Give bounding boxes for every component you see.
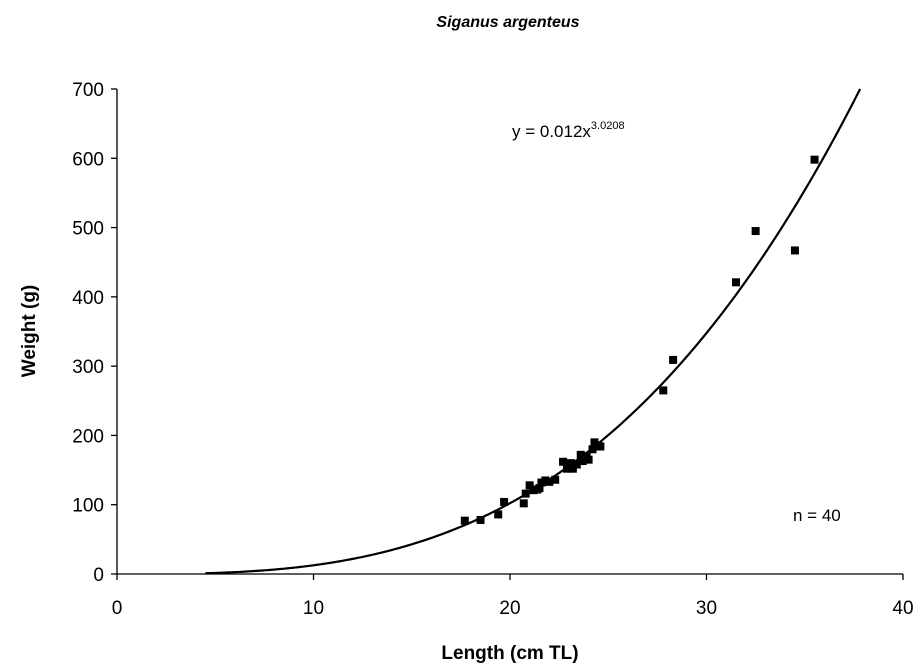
equation-base: y = 0.012x bbox=[512, 122, 591, 141]
y-tick-label: 500 bbox=[72, 219, 104, 240]
y-tick-label: 100 bbox=[72, 496, 104, 517]
data-point bbox=[596, 442, 605, 451]
y-tick-label: 0 bbox=[93, 565, 104, 586]
data-points bbox=[460, 155, 819, 525]
data-point bbox=[500, 497, 509, 506]
trendline-equation: y = 0.012x3.0208 bbox=[512, 120, 625, 141]
equation-exponent: 3.0208 bbox=[591, 120, 625, 132]
data-point bbox=[584, 455, 593, 464]
data-point bbox=[525, 481, 534, 490]
data-point bbox=[810, 155, 819, 164]
data-point bbox=[566, 459, 575, 468]
data-point bbox=[519, 499, 528, 508]
x-tick-label: 20 bbox=[499, 598, 520, 619]
data-point bbox=[559, 457, 568, 466]
x-tick-label: 30 bbox=[696, 598, 717, 619]
data-point bbox=[588, 445, 597, 454]
y-axis: 0 100 200 300 400 500 600 700 bbox=[72, 80, 118, 586]
data-point bbox=[535, 484, 544, 493]
y-axis-label: Weight (g) bbox=[19, 285, 40, 378]
data-point bbox=[476, 515, 485, 524]
x-ticks: 0 10 20 30 40 bbox=[112, 574, 914, 619]
x-tick-label: 0 bbox=[112, 598, 123, 619]
data-point bbox=[568, 464, 577, 473]
chart-title: Siganus argenteus bbox=[436, 14, 579, 31]
sample-size-label: n = 40 bbox=[793, 506, 841, 525]
data-point bbox=[731, 278, 740, 287]
y-tick-label: 700 bbox=[72, 80, 104, 101]
x-tick-label: 40 bbox=[892, 598, 913, 619]
data-point bbox=[460, 516, 469, 525]
y-tick-label: 600 bbox=[72, 149, 104, 170]
y-tick-label: 200 bbox=[72, 426, 104, 447]
data-point bbox=[659, 386, 668, 395]
x-tick-label: 10 bbox=[303, 598, 324, 619]
data-point bbox=[551, 475, 560, 484]
data-point bbox=[521, 489, 530, 498]
data-point bbox=[572, 460, 581, 469]
data-point bbox=[562, 464, 571, 473]
x-axis: 0 10 20 30 40 bbox=[112, 573, 914, 619]
y-tick-label: 300 bbox=[72, 357, 104, 378]
x-axis-label: Length (cm TL) bbox=[441, 643, 578, 664]
data-point bbox=[545, 477, 554, 486]
y-ticks: 0 100 200 300 400 500 600 700 bbox=[72, 80, 117, 586]
data-point bbox=[576, 450, 585, 459]
data-point bbox=[790, 246, 799, 255]
data-point bbox=[578, 457, 587, 466]
data-point bbox=[751, 227, 760, 236]
y-tick-label: 400 bbox=[72, 288, 104, 309]
data-point bbox=[669, 355, 678, 364]
trendline bbox=[205, 88, 862, 575]
data-point bbox=[494, 510, 503, 519]
